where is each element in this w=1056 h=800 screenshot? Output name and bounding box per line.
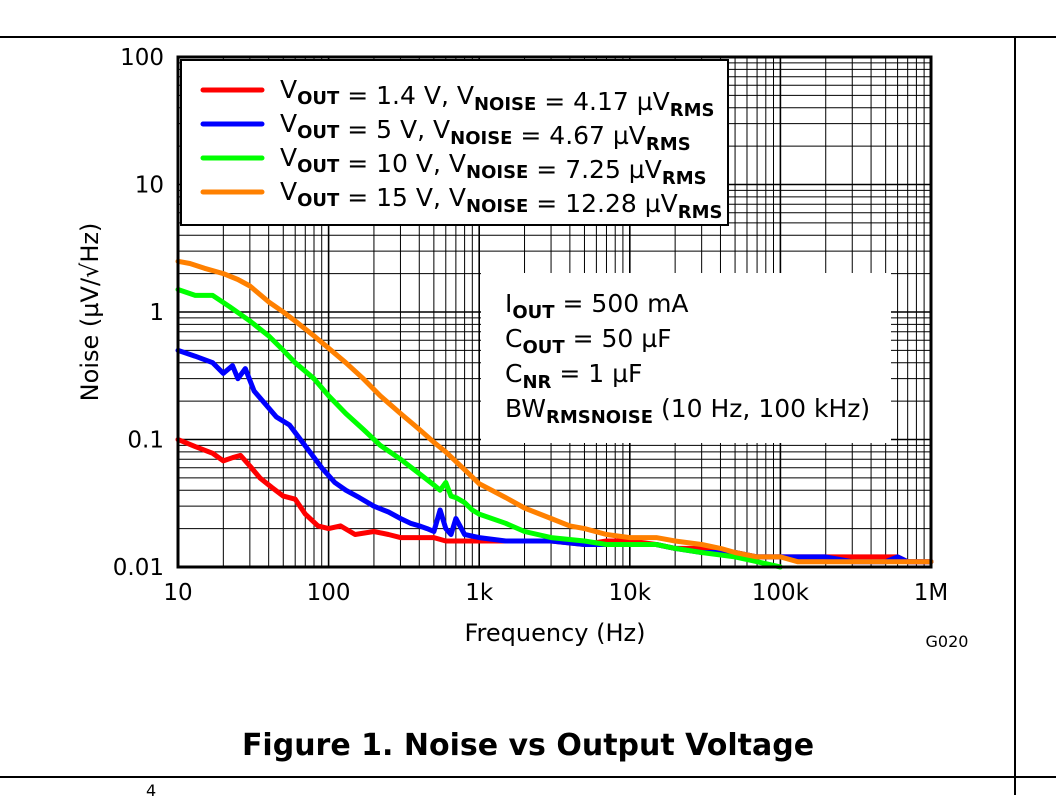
condition-line: CNR = 1 µF	[505, 359, 642, 393]
x-tick-label: 10k	[609, 580, 652, 606]
condition-line: COUT = 50 µF	[505, 324, 672, 358]
plot-frame	[176, 55, 933, 569]
noise-chart: 10 100 1k 10k 100k 1M 0.01 0.1 1 10 100 VOUT = 1.4…	[76, 45, 969, 651]
condition-line: BWRMSNOISE (10 Hz, 100 kHz)	[505, 394, 870, 428]
top-rule	[0, 36, 1056, 38]
x-tick-label: 100k	[752, 580, 810, 606]
series-lines	[175, 258, 934, 570]
right-rule	[1014, 36, 1016, 795]
legend-entry: VOUT = 1.4 V, VNOISE = 4.17 µVRMS	[280, 75, 715, 121]
x-tick-label: 100	[307, 580, 351, 606]
y-axis-title: Noise (µV/√Hz)	[76, 223, 104, 402]
x-tick-label: 10	[163, 580, 192, 606]
tick-labels: 10 100 1k 10k 100k 1M 0.01 0.1 1 10 100	[113, 45, 948, 606]
y-tick-label: 100	[120, 45, 164, 71]
x-tick-label: 1M	[914, 580, 948, 606]
y-tick-label: 0.01	[113, 555, 164, 581]
legend-box	[180, 59, 729, 226]
condition-line: IOUT = 500 mA	[505, 289, 689, 323]
page-number: 4	[146, 781, 157, 800]
legend-entry: VOUT = 5 V, VNOISE = 4.67 µVRMS	[280, 109, 691, 155]
x-tick-label: 1k	[465, 580, 494, 606]
bottom-rule	[0, 776, 1056, 778]
legend-entry: VOUT = 10 V, VNOISE = 7.25 µVRMS	[280, 143, 707, 189]
figure-code: G020	[926, 632, 969, 651]
y-tick-label: 10	[135, 173, 164, 199]
series-line-2	[175, 347, 934, 565]
x-axis-title: Frequency (Hz)	[465, 619, 646, 647]
conditions-background	[481, 273, 891, 443]
series-line-4	[175, 258, 934, 565]
series-line-3	[175, 287, 783, 570]
y-tick-label: 1	[149, 300, 164, 326]
legend-entry: VOUT = 15 V, VNOISE = 12.28 µVRMS	[280, 177, 722, 223]
y-tick-label: 0.1	[127, 428, 164, 454]
figure-caption: Figure 1. Noise vs Output Voltage	[241, 728, 815, 763]
